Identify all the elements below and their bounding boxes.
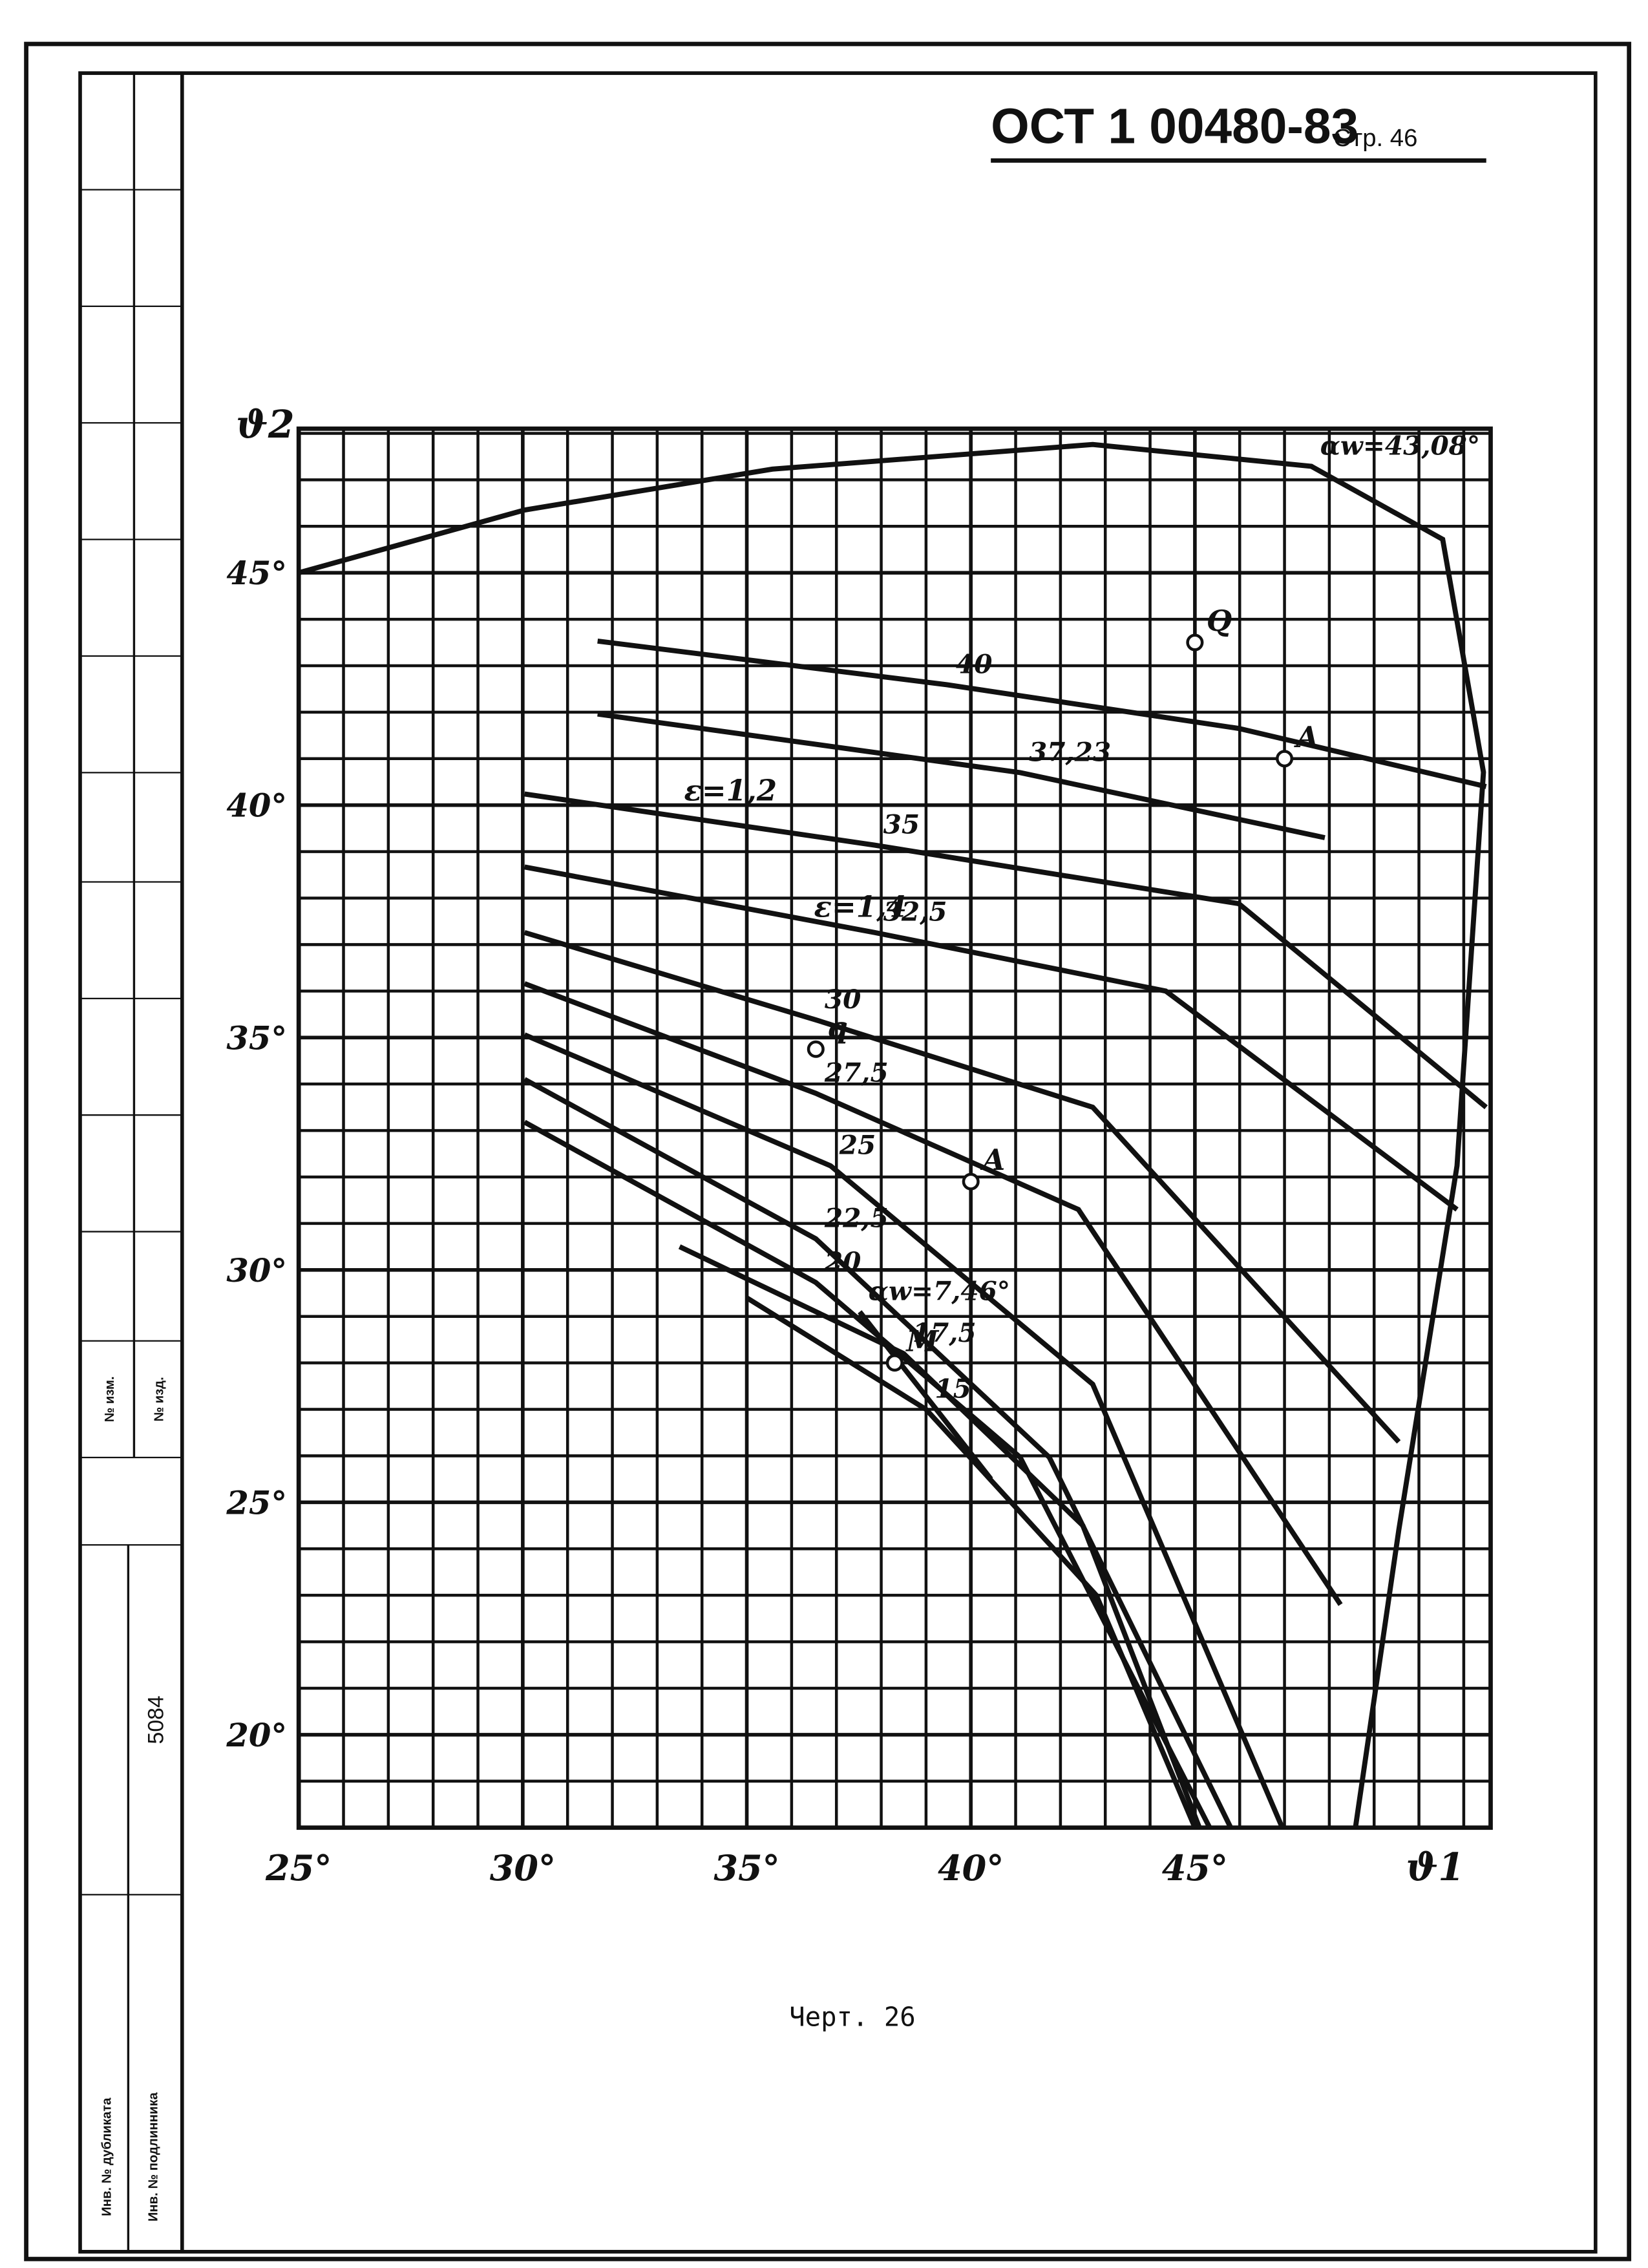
caption: Черт. 26 bbox=[789, 2001, 915, 2032]
y-tick-label: 30° bbox=[226, 1251, 287, 1289]
y-tick-label: 35° bbox=[226, 1019, 287, 1057]
point bbox=[962, 1172, 980, 1191]
curve-label: 30 bbox=[825, 984, 861, 1015]
curve bbox=[745, 1295, 1198, 1829]
curve-label: 35 bbox=[883, 809, 920, 840]
side-label: Инв. № дубликата bbox=[100, 2097, 114, 2216]
side-label: Инв. № подлинника bbox=[147, 2092, 161, 2222]
curve-label: 25 bbox=[839, 1130, 876, 1161]
point-label: M bbox=[905, 1324, 939, 1359]
point bbox=[807, 1040, 825, 1058]
point bbox=[885, 1354, 903, 1372]
curve bbox=[523, 864, 1459, 1212]
x-tick-label: 35° bbox=[713, 1847, 779, 1889]
side-label: № изд. bbox=[153, 1377, 167, 1421]
point-label: q bbox=[827, 1010, 848, 1044]
x-tick-label: 30° bbox=[490, 1847, 556, 1889]
curve bbox=[597, 638, 1487, 789]
page-number: Стр. 46 bbox=[1333, 124, 1417, 152]
curve-label: 40 bbox=[956, 648, 992, 679]
point bbox=[1276, 750, 1294, 768]
y-tick-label: 45° bbox=[226, 554, 287, 592]
curve bbox=[298, 441, 1486, 1829]
curve bbox=[678, 1244, 1202, 1829]
standard-number: ОСТ 1 00480-83 bbox=[991, 99, 1358, 154]
curve bbox=[597, 711, 1326, 840]
y-axis-label: ϑ2 bbox=[236, 402, 295, 447]
curve bbox=[523, 1032, 1285, 1829]
y-tick-label: 40° bbox=[226, 787, 287, 825]
point bbox=[1186, 633, 1204, 652]
annotation: ε=1,2 bbox=[684, 774, 777, 808]
x-tick-label: 40° bbox=[938, 1847, 1004, 1889]
curve-label: 37,23 bbox=[1029, 736, 1111, 767]
curve-label: αw=43,08° bbox=[1320, 430, 1481, 461]
curve-label: 15 bbox=[935, 1373, 971, 1404]
curve bbox=[523, 981, 1343, 1606]
curve bbox=[523, 929, 1401, 1444]
stamp-number: 5084 bbox=[144, 1695, 169, 1744]
x-tick-label: 45° bbox=[1162, 1847, 1228, 1889]
side-label: № изм. bbox=[103, 1376, 117, 1422]
curve bbox=[523, 1077, 1233, 1829]
y-tick-label: 25° bbox=[226, 1483, 287, 1521]
x-axis-label: ϑ1 bbox=[1406, 1845, 1465, 1889]
curve-label: 20 bbox=[824, 1246, 861, 1277]
annotation: ε=1,4 bbox=[814, 889, 907, 924]
point-label: Q bbox=[1207, 604, 1232, 638]
curve-label: 22,5 bbox=[824, 1203, 889, 1234]
curve-label: 32,5 bbox=[883, 896, 947, 927]
curve bbox=[858, 1310, 993, 1481]
frame bbox=[24, 41, 1632, 2262]
curve bbox=[524, 791, 1488, 1110]
point-label: A bbox=[1294, 720, 1319, 754]
x-tick-label: 25° bbox=[265, 1847, 332, 1889]
curve-label: 27,5 bbox=[824, 1057, 889, 1088]
curve-label: 17,5 bbox=[913, 1317, 977, 1348]
curve-label: αw=7,46° bbox=[869, 1275, 1010, 1306]
y-tick-label: 20° bbox=[226, 1716, 287, 1754]
point-label: A bbox=[980, 1143, 1005, 1177]
